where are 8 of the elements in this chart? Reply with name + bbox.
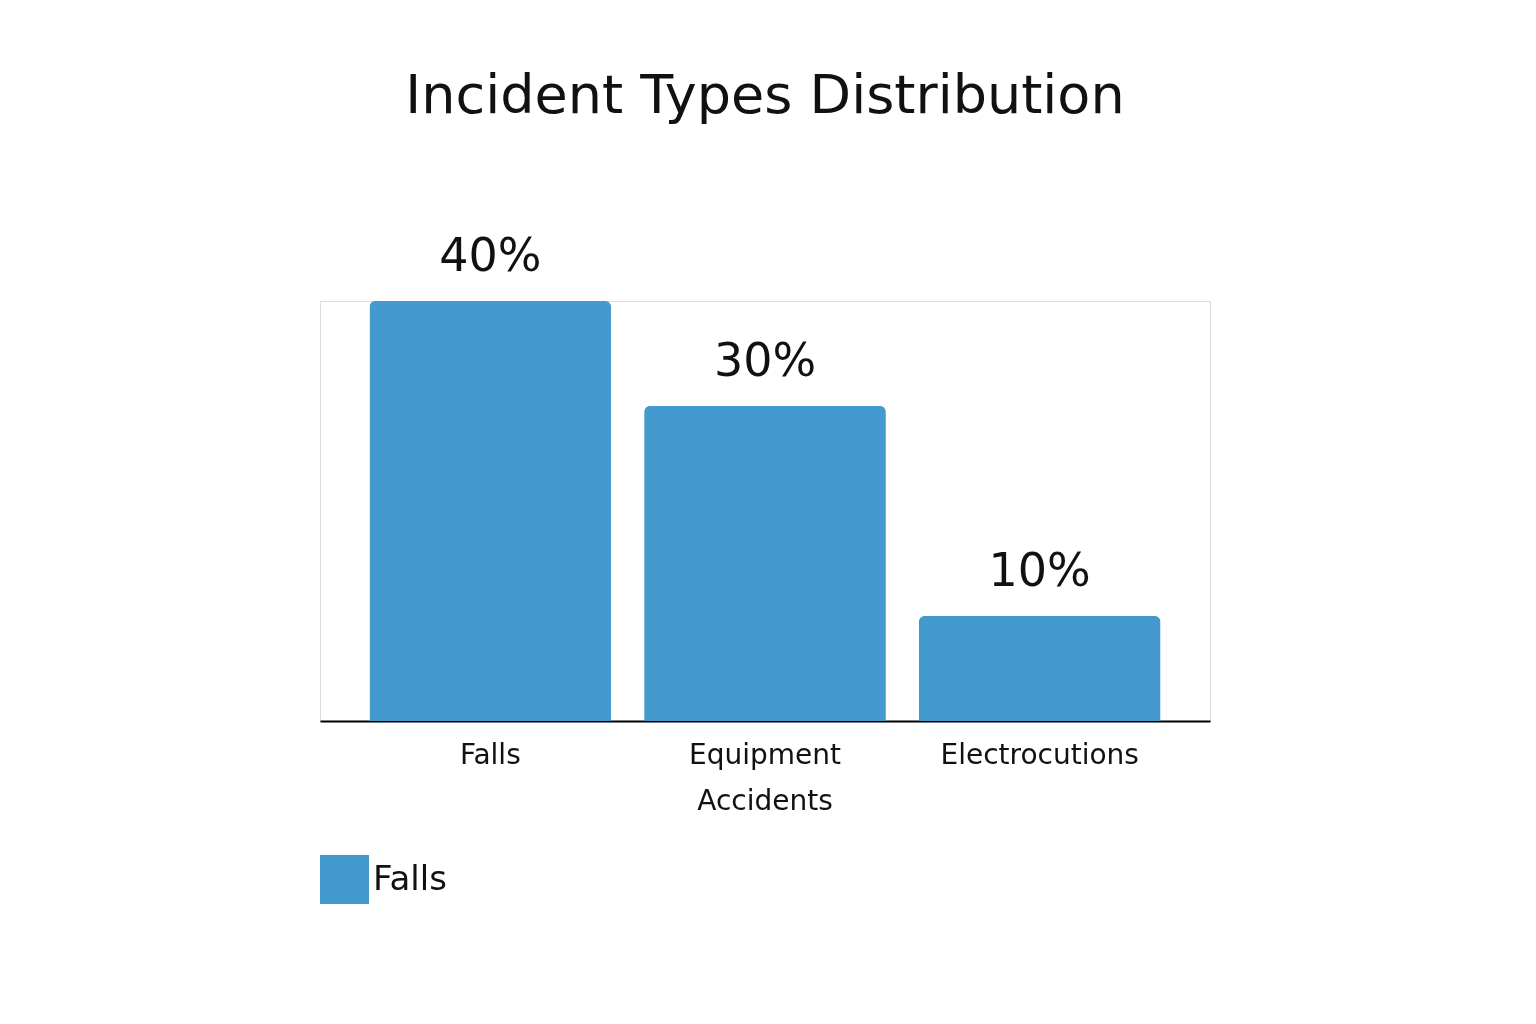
chart-title: Incident Types Distribution bbox=[405, 63, 1125, 126]
x-tick-label: Equipment Accidents bbox=[689, 737, 842, 817]
data-label: 30% bbox=[713, 333, 817, 387]
legend-label: Falls bbox=[373, 857, 447, 898]
x-tick-label: Electrocutions bbox=[940, 737, 1139, 771]
data-label: 10% bbox=[988, 543, 1091, 597]
data-label: 40% bbox=[439, 228, 542, 282]
x-tick-label: Falls bbox=[459, 737, 521, 771]
